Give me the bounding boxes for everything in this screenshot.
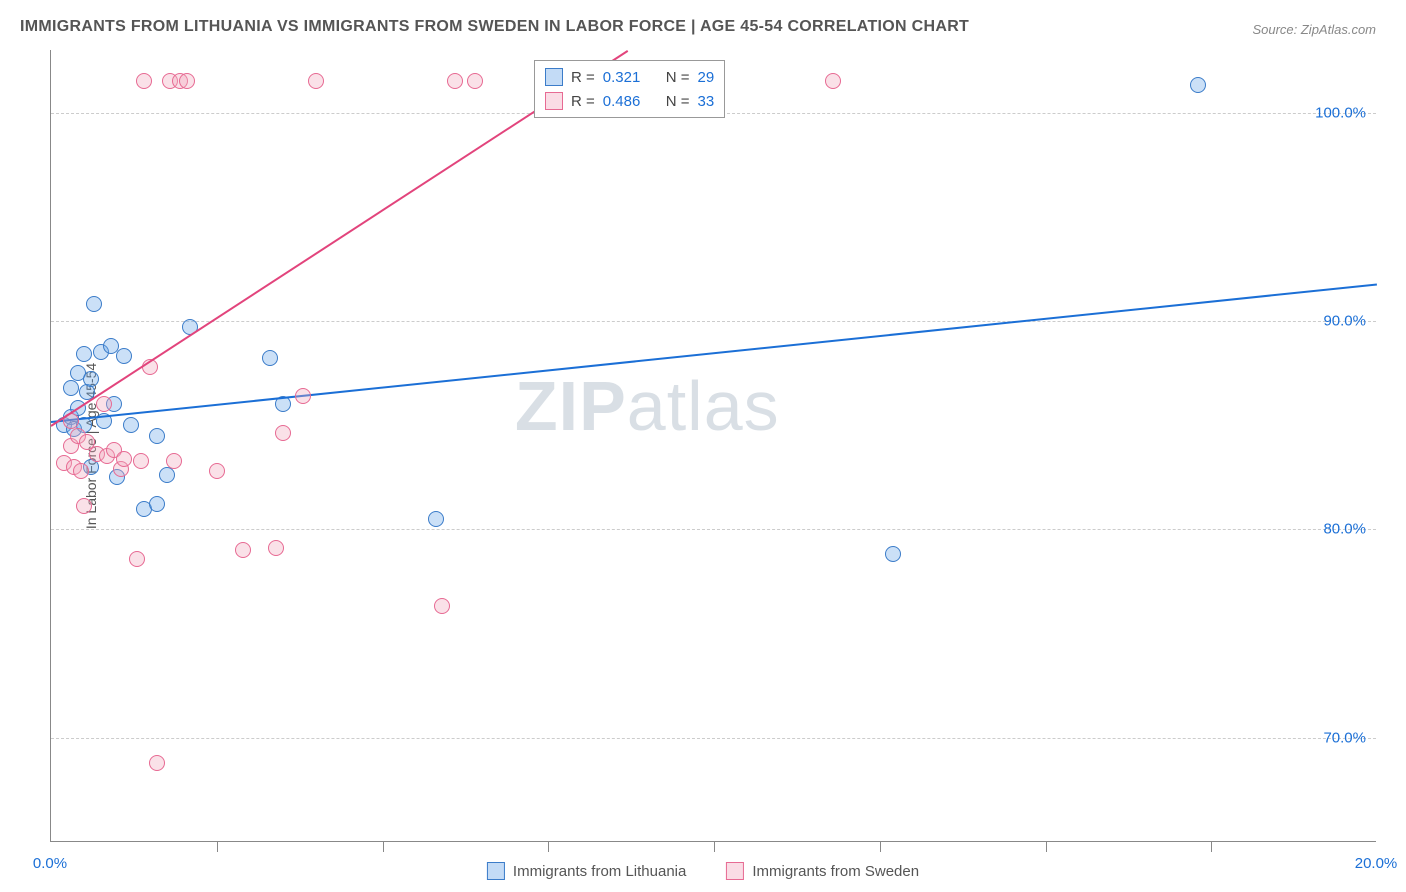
gridline-horizontal <box>51 738 1376 739</box>
y-tick-label: 100.0% <box>1315 104 1366 121</box>
scatter-point-lithuania <box>159 467 175 483</box>
scatter-point-sweden <box>268 540 284 556</box>
scatter-point-sweden <box>235 542 251 558</box>
scatter-point-sweden <box>308 73 324 89</box>
scatter-point-lithuania <box>885 546 901 562</box>
chart-title: IMMIGRANTS FROM LITHUANIA VS IMMIGRANTS … <box>20 18 969 36</box>
x-minor-tick <box>1211 842 1212 852</box>
scatter-point-lithuania <box>63 380 79 396</box>
r-value: 0.321 <box>603 69 658 86</box>
r-value: 0.486 <box>603 93 658 110</box>
scatter-point-sweden <box>133 453 149 469</box>
scatter-point-lithuania <box>149 496 165 512</box>
watermark: ZIPatlas <box>515 366 780 446</box>
n-value: 33 <box>698 93 715 110</box>
scatter-point-sweden <box>295 388 311 404</box>
scatter-point-sweden <box>129 551 145 567</box>
scatter-point-lithuania <box>86 296 102 312</box>
scatter-point-lithuania <box>116 348 132 364</box>
scatter-point-lithuania <box>262 350 278 366</box>
n-value: 29 <box>698 69 715 86</box>
watermark-bold: ZIP <box>515 367 627 445</box>
swatch-icon <box>487 862 505 880</box>
legend-item-sweden: Immigrants from Sweden <box>726 862 919 880</box>
n-label: N = <box>666 69 690 86</box>
x-minor-tick <box>548 842 549 852</box>
scatter-point-sweden <box>76 498 92 514</box>
scatter-point-sweden <box>136 73 152 89</box>
r-label: R = <box>571 69 595 86</box>
x-tick-label: 20.0% <box>1355 855 1398 872</box>
y-tick-label: 70.0% <box>1323 729 1366 746</box>
scatter-point-sweden <box>179 73 195 89</box>
swatch-icon <box>545 92 563 110</box>
scatter-point-sweden <box>467 73 483 89</box>
swatch-icon <box>726 862 744 880</box>
y-tick-label: 80.0% <box>1323 521 1366 538</box>
correlation-row-lithuania: R = 0.321 N = 29 <box>545 65 714 89</box>
scatter-point-sweden <box>434 598 450 614</box>
correlation-row-sweden: R = 0.486 N = 33 <box>545 89 714 113</box>
legend-label: Immigrants from Sweden <box>752 863 919 880</box>
gridline-horizontal <box>51 321 1376 322</box>
scatter-point-sweden <box>166 453 182 469</box>
swatch-icon <box>545 68 563 86</box>
scatter-point-lithuania <box>83 371 99 387</box>
scatter-point-sweden <box>209 463 225 479</box>
scatter-point-lithuania <box>1190 77 1206 93</box>
scatter-point-sweden <box>149 755 165 771</box>
scatter-point-sweden <box>825 73 841 89</box>
y-tick-label: 90.0% <box>1323 312 1366 329</box>
source-attribution: Source: ZipAtlas.com <box>1252 22 1376 37</box>
scatter-point-lithuania <box>149 428 165 444</box>
scatter-point-lithuania <box>428 511 444 527</box>
legend-item-lithuania: Immigrants from Lithuania <box>487 862 686 880</box>
gridline-horizontal <box>51 529 1376 530</box>
r-label: R = <box>571 93 595 110</box>
x-minor-tick <box>383 842 384 852</box>
plot-area: ZIPatlas 70.0% 80.0% 90.0% 100.0% <box>50 50 1376 842</box>
scatter-point-lithuania <box>123 417 139 433</box>
x-minor-tick <box>880 842 881 852</box>
x-minor-tick <box>217 842 218 852</box>
watermark-light: atlas <box>627 367 780 445</box>
scatter-point-sweden <box>447 73 463 89</box>
scatter-point-lithuania <box>76 346 92 362</box>
x-tick-label: 0.0% <box>33 855 67 872</box>
scatter-point-sweden <box>275 425 291 441</box>
trend-line-lithuania <box>51 283 1377 423</box>
scatter-point-sweden <box>116 451 132 467</box>
scatter-point-sweden <box>73 463 89 479</box>
x-minor-tick <box>714 842 715 852</box>
n-label: N = <box>666 93 690 110</box>
x-minor-tick <box>1046 842 1047 852</box>
scatter-point-sweden <box>96 396 112 412</box>
legend-bottom: Immigrants from Lithuania Immigrants fro… <box>487 862 919 880</box>
legend-label: Immigrants from Lithuania <box>513 863 686 880</box>
correlation-legend: R = 0.321 N = 29 R = 0.486 N = 33 <box>534 60 725 118</box>
